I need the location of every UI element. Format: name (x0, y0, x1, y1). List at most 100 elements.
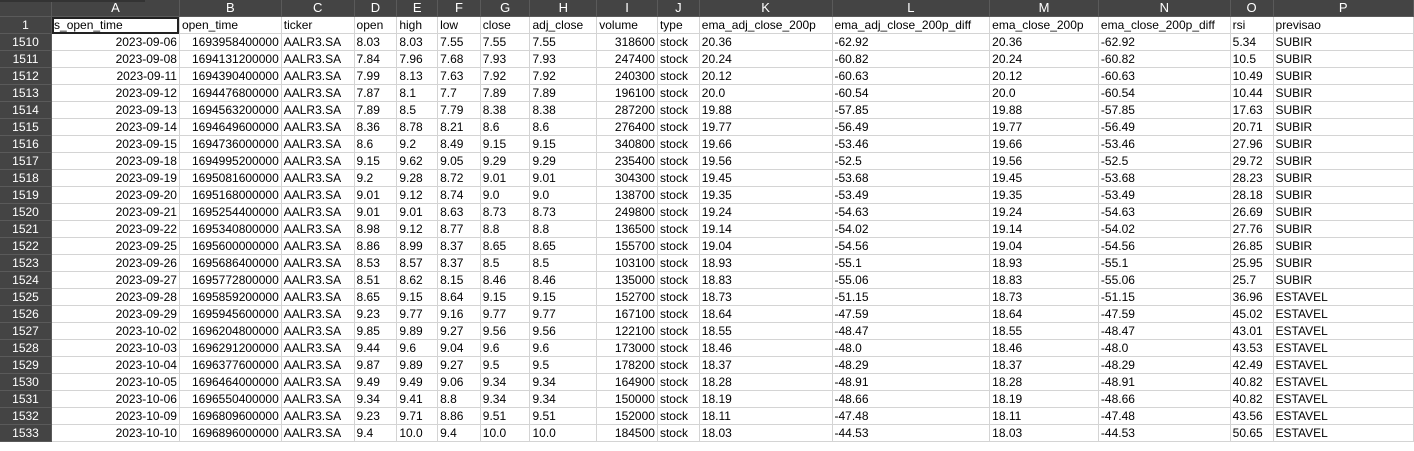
row-header[interactable]: 1514 (0, 101, 53, 119)
cell-n[interactable]: -56.49 (1098, 118, 1231, 136)
cell-m[interactable]: 18.93 (989, 254, 1099, 272)
cell-m[interactable]: 18.64 (989, 305, 1099, 323)
column-header-p[interactable]: P (1273, 0, 1414, 17)
cell-g[interactable]: 8.8 (480, 220, 531, 238)
cell-d[interactable]: 9.2 (354, 169, 398, 187)
cell-l[interactable]: -53.49 (832, 186, 991, 204)
cell-m[interactable]: 18.37 (989, 356, 1099, 374)
cell-i[interactable]: 276400 (596, 118, 658, 136)
cell-e[interactable]: 9.12 (396, 220, 439, 238)
column-header-k[interactable]: K (699, 0, 833, 17)
cell-g[interactable]: 7.55 (480, 33, 531, 51)
cell-m[interactable]: 19.45 (989, 169, 1099, 187)
cell-f[interactable]: 8.72 (437, 169, 481, 187)
cell-p[interactable]: ESTAVEL (1273, 322, 1414, 340)
cell-h[interactable]: 8.65 (529, 237, 598, 255)
table-row[interactable]: 1526 2023-09-29 1695945600000 AALR3.SA 9.23 9… (0, 305, 1414, 323)
cell-c[interactable]: AALR3.SA (281, 169, 355, 187)
cell-k[interactable]: 18.55 (699, 322, 833, 340)
column-header-a[interactable]: A (51, 0, 180, 17)
row-header[interactable]: 1533 (0, 424, 53, 442)
cell-g[interactable]: 9.5 (480, 356, 531, 374)
cell-h[interactable]: 9.51 (529, 407, 598, 425)
row-header[interactable]: 1510 (0, 33, 53, 51)
cell-b[interactable]: 1695600000000 (179, 237, 282, 255)
cell-l[interactable]: -54.02 (832, 220, 991, 238)
cell-d[interactable]: 8.51 (354, 271, 398, 289)
cell-g[interactable]: 9.34 (480, 373, 531, 391)
cell-n[interactable]: -47.59 (1098, 305, 1231, 323)
cell-e[interactable]: 9.77 (396, 305, 439, 323)
cell-b[interactable]: 1694736000000 (179, 135, 282, 153)
cell-n[interactable]: -60.54 (1098, 84, 1231, 102)
cell-h[interactable]: 8.8 (529, 220, 598, 238)
cell-k[interactable]: 19.04 (699, 237, 833, 255)
cell-d[interactable]: 7.89 (354, 101, 398, 119)
cell-c[interactable]: AALR3.SA (281, 152, 355, 170)
cell-h[interactable]: 7.55 (529, 33, 598, 51)
cell-i[interactable]: 196100 (596, 84, 658, 102)
cell-o[interactable]: 27.96 (1230, 135, 1274, 153)
cell-n[interactable]: -48.47 (1098, 322, 1231, 340)
cell-f[interactable]: 7.79 (437, 101, 481, 119)
cell-a[interactable]: 2023-09-20 (51, 186, 180, 204)
cell-c[interactable]: AALR3.SA (281, 254, 355, 272)
row-header[interactable]: 1517 (0, 152, 53, 170)
table-row[interactable]: 1529 2023-10-04 1696377600000 AALR3.SA 9.87 9… (0, 356, 1414, 374)
cell-n[interactable]: -54.63 (1098, 203, 1231, 221)
cell-p[interactable]: SUBIR (1273, 67, 1414, 85)
cell-d[interactable]: 7.87 (354, 84, 398, 102)
column-header-m[interactable]: M (989, 0, 1099, 17)
cell-l[interactable]: -51.15 (832, 288, 991, 306)
cell-f[interactable]: 8.8 (437, 390, 481, 408)
cell-i[interactable]: 240300 (596, 67, 658, 85)
cell-b[interactable]: 1694995200000 (179, 152, 282, 170)
cell-c[interactable]: AALR3.SA (281, 424, 355, 442)
cell-p[interactable]: ESTAVEL (1273, 390, 1414, 408)
cell-c[interactable]: AALR3.SA (281, 84, 355, 102)
row-header[interactable]: 1511 (0, 50, 53, 68)
cell-l[interactable]: -48.47 (832, 322, 991, 340)
cell-h[interactable]: 9.29 (529, 152, 598, 170)
row-header[interactable]: 1520 (0, 203, 53, 221)
cell-m[interactable]: 19.24 (989, 203, 1099, 221)
cell-o[interactable]: 5.34 (1230, 33, 1274, 51)
table-row[interactable]: 1512 2023-09-11 1694390400000 AALR3.SA 7.99 8… (0, 67, 1414, 85)
cell-n[interactable]: -54.56 (1098, 237, 1231, 255)
cell-a[interactable]: 2023-10-10 (51, 424, 180, 442)
column-header-j[interactable]: J (657, 0, 700, 17)
cell-e[interactable]: 8.99 (396, 237, 439, 255)
cell-o[interactable]: 17.63 (1230, 101, 1274, 119)
row-header[interactable]: 1515 (0, 118, 53, 136)
cell-k[interactable]: 19.77 (699, 118, 833, 136)
cell-g[interactable]: 9.56 (480, 322, 531, 340)
cell-c[interactable]: AALR3.SA (281, 135, 355, 153)
cell-j[interactable]: stock (657, 118, 700, 136)
row-header[interactable]: 1516 (0, 135, 53, 153)
cell-c[interactable]: AALR3.SA (281, 186, 355, 204)
cell-e[interactable]: 9.28 (396, 169, 439, 187)
cell-k[interactable]: 18.28 (699, 373, 833, 391)
row-header[interactable]: 1531 (0, 390, 53, 408)
column-header-b[interactable]: B (179, 0, 282, 17)
cell-e[interactable]: 8.62 (396, 271, 439, 289)
cell-j[interactable]: stock (657, 356, 700, 374)
cell-j[interactable]: stock (657, 67, 700, 85)
cell-d[interactable]: 9.49 (354, 373, 398, 391)
cell-f[interactable]: 7.63 (437, 67, 481, 85)
cell-i[interactable]: 138700 (596, 186, 658, 204)
cell-a[interactable]: 2023-09-08 (51, 50, 180, 68)
cell-o[interactable]: 28.18 (1230, 186, 1274, 204)
cell-c[interactable]: AALR3.SA (281, 339, 355, 357)
cell-d[interactable]: 9.44 (354, 339, 398, 357)
column-header-n[interactable]: N (1098, 0, 1231, 17)
cell-l[interactable]: -48.91 (832, 373, 991, 391)
table-row[interactable]: 1533 2023-10-10 1696896000000 AALR3.SA 9.4 10… (0, 424, 1414, 442)
cell-g[interactable]: 9.6 (480, 339, 531, 357)
cell-a[interactable]: 2023-10-03 (51, 339, 180, 357)
cell-p[interactable]: SUBIR (1273, 152, 1414, 170)
cell-e[interactable]: 9.01 (396, 203, 439, 221)
cell-i[interactable]: 136500 (596, 220, 658, 238)
row-header[interactable]: 1513 (0, 84, 53, 102)
